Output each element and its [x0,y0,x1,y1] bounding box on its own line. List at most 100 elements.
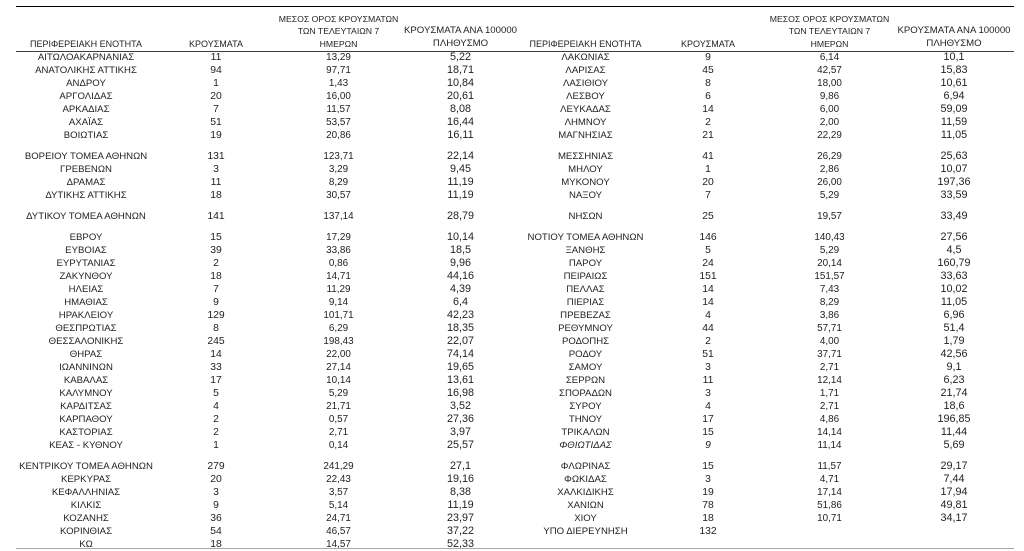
table-row: ΔΥΤΙΚΟΥ ΤΟΜΕΑ ΑΘΗΝΩΝ 141 137,14 28,79 ΝΗΣΩΝ 2… [16,210,1014,223]
cell-right-per100k: 27,56 [940,230,968,243]
table-bottom-border [16,548,1014,550]
cell-right-per100k: 33,63 [940,269,968,282]
cell-left-cases: 20 [210,90,222,102]
cell-left-avg7: 101,71 [323,309,354,321]
cell-right-per100k: 197,36 [937,175,971,188]
cell-right-region: ΡΕΘΥΜΝΟΥ [558,322,613,334]
cell-right-per100k: 34,17 [940,511,968,524]
header-cases-right: ΚΡΟΥΣΜΑΤΑ [681,38,735,49]
cell-right-cases: 24 [702,257,714,269]
cell-right-per100k: 160,79 [937,256,971,269]
cell-right-avg7: 2,71 [819,400,840,412]
table-header-rule [16,50,1014,53]
cell-left-cases: 11 [210,51,222,63]
header-avg7-right: ΜΕΣΟΣ ΟΡΟΣ ΚΡΟΥΣΜΑΤΩΝ ΤΩΝ ΤΕΛΕΥΤΑΙΩΝ 7 Η… [765,13,894,51]
cell-right-cases: 7 [705,189,711,201]
cell-right-cases: 9 [705,439,711,451]
cell-left-cases: 18 [210,538,222,550]
cell-left-region: ΑΝΑΤΟΛΙΚΗΣ ΑΤΤΙΚΗΣ [35,64,137,76]
cell-left-per100k: 22,14 [446,149,475,162]
cell-right-region: ΤΡΙΚΑΛΩΝ [561,426,610,438]
cell-right-avg7: 20,14 [817,257,842,269]
cell-left-per100k: 27,36 [446,412,475,425]
header-avg7-left-line3: ΗΜΕΡΩΝ [319,38,358,49]
cell-right-per100k: 6,94 [943,89,965,102]
cell-left-avg7: 13,29 [326,51,351,63]
cell-left-per100k: 6,4 [452,295,468,308]
header-per100k-left: ΚΡΟΥΣΜΑΤΑ ΑΝΑ 100000 ΠΛΗΘΥΣΜΟ [401,25,520,50]
table-row: ΑΡΓΟΛΙΔΑΣ 20 16,00 20,61 ΛΕΣΒΟΥ 6 9,86 6,94 [16,90,1014,103]
cell-left-avg7: 30,57 [326,189,351,201]
cell-right-cases: 14 [702,283,714,295]
table-separator-row [16,142,1014,150]
cell-left-region: ΚΑΡΠΑΘΟΥ [59,413,113,425]
cell-right-cases: 21 [702,129,714,141]
cell-right-cases: 44 [702,322,714,334]
cell-right-region: ΠΡΕΒΕΖΑΣ [560,309,611,321]
cell-right-cases: 132 [699,525,717,537]
cell-right-per100k: 29,17 [940,459,968,472]
cell-left-cases: 51 [210,116,222,128]
cell-left-per100k: 52,33 [446,537,475,550]
cell-right-avg7: 17,14 [817,486,842,498]
cell-right-avg7: 26,29 [817,150,842,162]
cell-left-region: ΔΡΑΜΑΣ [66,176,106,188]
cell-left-per100k: 28,79 [446,209,475,222]
cell-left-region: ΘΗΡΑΣ [69,348,103,360]
cell-left-region: ΑΡΓΟΛΙΔΑΣ [59,90,113,102]
cell-left-per100k: 16,44 [446,115,475,128]
cell-right-cases: 78 [702,499,714,511]
cell-left-region: ΕΥΡΥΤΑΝΙΑΣ [56,257,116,269]
cell-right-per100k: 25,63 [940,149,968,162]
cell-left-cases: 3 [213,486,219,498]
cell-right-per100k: 15,83 [940,63,968,76]
cell-left-per100k: 9,45 [449,162,471,175]
cell-right-avg7: 9,86 [819,90,840,102]
cell-left-cases: 94 [210,64,222,76]
cell-left-region: ΑΙΤΩΛΟΑΚΑΡΝΑΝΙΑΣ [37,51,135,63]
header-region-left: ΠΕΡΙΦΕΡΕΙΑΚΗ ΕΝΟΤΗΤΑ [29,38,143,49]
cell-left-cases: 131 [207,150,225,162]
table-separator-row [16,202,1014,210]
cell-left-avg7: 6,29 [328,322,349,334]
cell-left-cases: 9 [213,499,219,511]
cell-right-per100k: 17,94 [940,485,968,498]
cell-left-region: ΒΟΙΩΤΙΑΣ [63,129,109,141]
cell-left-region: ΑΝΔΡΟΥ [66,77,106,89]
cell-left-cases: 1 [213,439,219,451]
cell-left-per100k: 18,35 [446,321,475,334]
cell-left-per100k: 37,22 [446,524,475,537]
cell-right-cases: 11 [702,374,714,386]
cell-left-per100k: 10,14 [446,230,475,243]
table-row: ΗΜΑΘΙΑΣ 9 9,14 6,4 ΠΙΕΡΙΑΣ 14 8,29 11,05 [16,296,1014,309]
cell-right-region: ΦΩΚΙΔΑΣ [564,473,607,485]
table-row: ΕΥΒΟΙΑΣ 39 33,86 18,5 ΞΑΝΘΗΣ 5 5,29 4,5 [16,244,1014,257]
table-row: ΑΧΑΪΑΣ 51 53,57 16,44 ΛΗΜΝΟΥ 2 2,00 11,59 [16,116,1014,129]
table-row: ΓΡΕΒΕΝΩΝ 3 3,29 9,45 ΜΗΛΟΥ 1 2,86 10,07 [16,163,1014,176]
cell-left-per100k: 19,16 [446,472,475,485]
cell-left-avg7: 137,14 [323,210,354,222]
cell-left-region: ΚΕΝΤΡΙΚΟΥ ΤΟΜΕΑ ΑΘΗΝΩΝ [19,460,153,472]
cell-right-cases: 2 [705,116,711,128]
cell-left-region: ΗΡΑΚΛΕΙΟΥ [58,309,114,321]
cell-left-cases: 4 [213,400,219,412]
cell-right-region: ΣΑΜΟΥ [568,361,603,373]
cell-left-region: ΚΑΣΤΟΡΙΑΣ [59,426,113,438]
table-row: ΙΩΑΝΝΙΝΩΝ 33 27,14 19,65 ΣΑΜΟΥ 3 2,71 9,1 [16,361,1014,374]
cell-left-per100k: 4,39 [449,282,471,295]
cell-left-cases: 1 [213,77,219,89]
table-row: ΖΑΚΥΝΘΟΥ 18 14,71 44,16 ΠΕΙΡΑΙΩΣ 151 151,57 33,… [16,270,1014,283]
table-top-border [16,5,1014,8]
cell-right-region: ΛΑΚΩΝΙΑΣ [561,51,610,63]
cell-left-cases: 36 [210,512,222,524]
cell-left-avg7: 22,00 [326,348,351,360]
cell-left-cases: 39 [210,244,222,256]
cell-left-region: ΓΡΕΒΕΝΩΝ [60,163,112,175]
cell-right-avg7: 4,00 [819,335,840,347]
cell-right-region: ΠΕΛΛΑΣ [566,283,605,295]
cell-left-per100k: 22,07 [446,334,475,347]
table-row: ΒΟΙΩΤΙΑΣ 19 20,86 16,11 ΜΑΓΝΗΣΙΑΣ 21 22,29 11,0… [16,129,1014,142]
cell-right-cases: 6 [705,90,711,102]
cell-left-per100k: 5,22 [449,50,471,63]
